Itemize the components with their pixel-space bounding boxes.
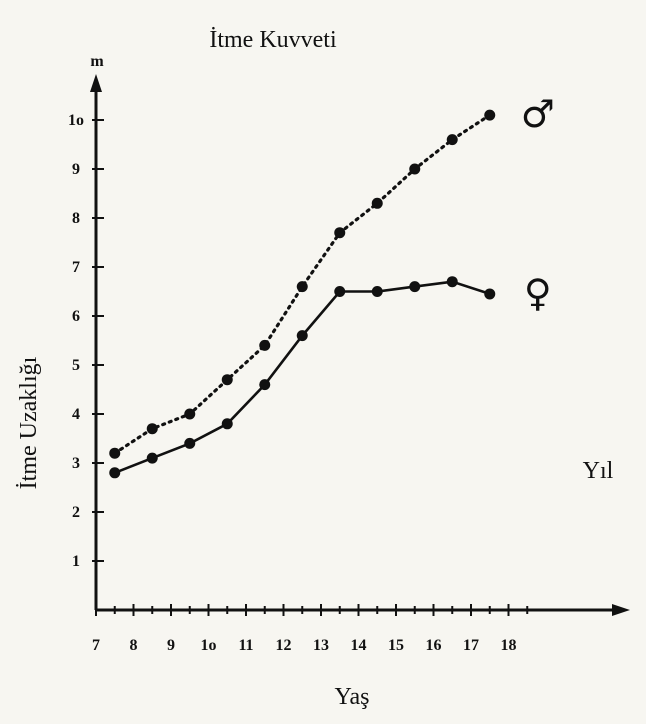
y-tick-label: 4 xyxy=(72,406,80,423)
data-point-male xyxy=(409,163,421,175)
x-tick-label: 14 xyxy=(351,637,367,654)
data-point-male xyxy=(221,374,233,386)
y-tick-label: 6 xyxy=(72,308,80,325)
x-tick-label: 9 xyxy=(167,637,175,654)
y-unit-label: m xyxy=(90,53,104,70)
x-tick-label: 16 xyxy=(426,637,442,654)
x-tick-label: 7 xyxy=(92,637,100,654)
data-point-female xyxy=(184,437,196,449)
x-tick-label: 12 xyxy=(276,637,292,654)
y-tick-label: 5 xyxy=(72,357,80,374)
data-point-male xyxy=(259,339,271,351)
data-point-female xyxy=(446,276,458,288)
data-point-female xyxy=(146,452,158,464)
y-tick-label: 1o xyxy=(68,112,84,129)
chart-annotation: Yıl xyxy=(583,458,614,484)
data-point-female xyxy=(409,281,421,293)
data-point-female xyxy=(109,467,121,479)
series-layer: ♂♀ xyxy=(109,92,555,479)
data-point-male xyxy=(296,281,308,293)
y-tick-label: 8 xyxy=(72,210,80,227)
data-point-male xyxy=(334,227,346,239)
series-label-male: ♂ xyxy=(521,92,555,136)
x-tick-label: 18 xyxy=(501,637,517,654)
x-axis-title: Yaş xyxy=(335,684,370,710)
y-axis-arrow xyxy=(90,74,102,92)
y-axis-title: İtme Uzaklığı xyxy=(16,356,42,489)
y-tick-label: 2 xyxy=(72,504,80,521)
chart-title: İtme Kuvveti xyxy=(209,27,337,53)
data-point-female xyxy=(259,379,271,391)
x-tick-label: 8 xyxy=(130,637,138,654)
data-point-female xyxy=(371,286,383,297)
series-label-female: ♀ xyxy=(524,271,552,315)
data-point-male xyxy=(371,197,383,209)
series-line-male xyxy=(113,113,492,455)
y-tick-label: 9 xyxy=(72,161,80,178)
data-point-male xyxy=(446,134,458,146)
series-line-female xyxy=(114,280,491,475)
data-point-female xyxy=(484,288,496,300)
x-tick-label: 13 xyxy=(313,637,329,654)
x-tick-label: 11 xyxy=(238,637,253,654)
data-point-female xyxy=(334,286,346,297)
y-tick-label: 3 xyxy=(72,455,80,472)
data-point-female xyxy=(296,330,308,342)
y-tick-label: 1 xyxy=(72,553,80,570)
x-axis-arrow xyxy=(612,604,630,616)
y-tick-label: 7 xyxy=(72,259,80,276)
x-tick-label: 15 xyxy=(388,637,404,654)
x-tick-label: 1o xyxy=(201,637,217,654)
data-point-male xyxy=(109,447,121,459)
data-point-male xyxy=(146,423,158,435)
data-point-female xyxy=(221,418,233,430)
data-point-male xyxy=(484,109,496,121)
x-tick-label: 17 xyxy=(463,637,479,654)
data-point-male xyxy=(184,408,196,420)
